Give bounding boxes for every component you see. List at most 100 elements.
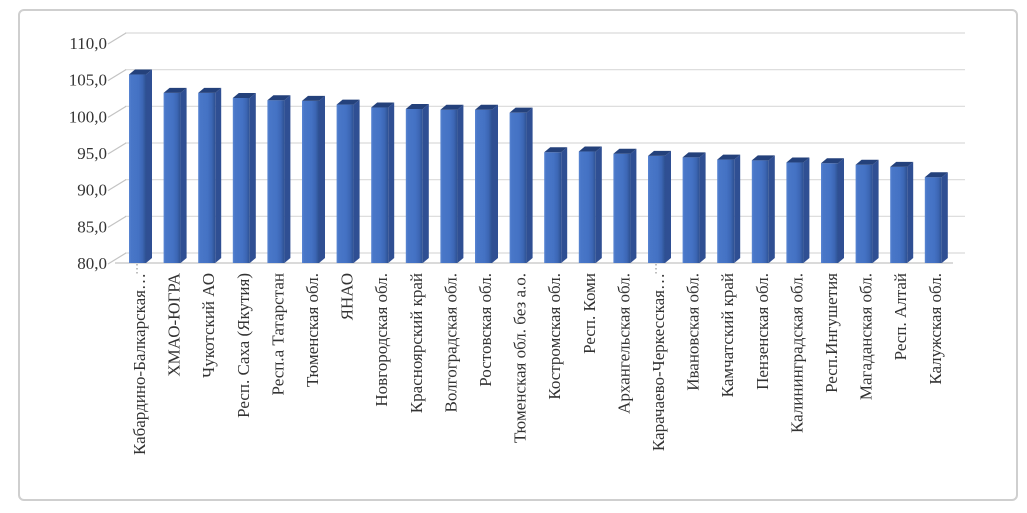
bar-side-face xyxy=(146,69,152,264)
bar-side-face xyxy=(492,104,498,263)
x-axis-category-label: Камчатский край xyxy=(718,273,737,397)
x-axis-category-label: Респ.а Татарстан xyxy=(268,273,287,395)
y-axis-tick-label: 100,0 xyxy=(69,107,107,126)
y-axis-tick-label: 80,0 xyxy=(77,254,107,273)
x-axis-category-label: Костромская обл. xyxy=(545,273,564,400)
y-axis-tick xyxy=(107,32,127,45)
bar-side-face xyxy=(353,99,360,263)
bar-front-face xyxy=(163,92,181,263)
x-axis-labels: Кабардино-Балкарская… ХМАО-ЮГРА Чукотский … xyxy=(130,272,945,455)
y-axis-tick xyxy=(107,105,127,118)
bar-front-face xyxy=(855,164,873,263)
x-axis-category-label: Ростовская обл. xyxy=(476,273,495,387)
x-axis-category-label: Кабардино-Балкарская… xyxy=(130,273,149,455)
bar-front-face xyxy=(786,162,804,263)
bar-front-face xyxy=(509,112,527,264)
bar-10 xyxy=(475,104,498,263)
bar-top-face xyxy=(371,102,395,108)
bar-side-face xyxy=(907,161,914,263)
bar-top-face xyxy=(648,150,671,156)
bar-front-face xyxy=(371,107,389,264)
x-axis-category-label: Тюменская обл. без а.о. xyxy=(511,273,530,443)
bar-front-face xyxy=(440,109,458,263)
x-axis-category-label: Красноярский край xyxy=(407,273,426,413)
bar-front-face xyxy=(475,109,492,263)
x-axis-category-label: Новгородская обл. xyxy=(372,273,391,407)
y-axis-tick-label: 95,0 xyxy=(77,144,107,163)
bar-top-face xyxy=(440,104,464,110)
bar-top-face xyxy=(717,154,741,160)
bar-top-face xyxy=(786,157,810,163)
bar-front-face xyxy=(267,100,285,263)
bar-top-face xyxy=(232,93,256,98)
x-axis-category-label: Магаданская обл. xyxy=(857,273,876,400)
x-axis-category-label: Архангельская обл. xyxy=(614,273,633,414)
bar-side-face xyxy=(249,93,256,263)
bar-side-face xyxy=(768,155,775,263)
bar-12 xyxy=(544,147,568,263)
bar-side-face xyxy=(630,148,637,263)
bar-7 xyxy=(371,102,395,264)
bar-15 xyxy=(648,150,671,276)
x-axis-category-label: Калужская обл. xyxy=(926,273,945,385)
bar-side-face xyxy=(665,150,671,263)
y-axis-tick xyxy=(107,179,127,192)
bar-side-face xyxy=(699,152,706,263)
bar-side-face xyxy=(872,159,879,263)
bar-0 xyxy=(129,69,152,276)
y-axis-tick-label: 85,0 xyxy=(77,217,107,236)
bar-5 xyxy=(302,95,325,263)
x-axis-category-label: Тюменская обл. xyxy=(303,273,322,387)
bar-front-face xyxy=(890,166,908,263)
bar-top-face xyxy=(302,95,325,101)
bar-top-face xyxy=(751,155,775,161)
bar-14 xyxy=(613,148,637,263)
bar-16 xyxy=(682,152,706,263)
bar-side-face xyxy=(803,157,810,263)
y-axis-tick xyxy=(107,252,127,265)
bar-front-face xyxy=(578,151,596,263)
x-axis-category-label: Карачаево-Черкесская… xyxy=(649,273,668,451)
x-axis-category-label: Респ. Коми xyxy=(580,273,599,354)
bar-top-face xyxy=(682,152,706,158)
bar-side-face xyxy=(526,107,533,264)
y-axis-tick xyxy=(107,69,127,82)
bar-top-face xyxy=(336,99,360,105)
x-axis-category-label: ЯНАО xyxy=(338,273,357,320)
y-axis-tick-label: 105,0 xyxy=(69,71,107,90)
x-axis-category-label: Респ. Алтай xyxy=(891,273,910,360)
bar-6 xyxy=(336,99,360,263)
bar-side-face xyxy=(734,154,741,263)
bar-22 xyxy=(890,161,914,263)
bar-23 xyxy=(924,172,948,263)
bar-side-face xyxy=(941,172,948,263)
bar-front-face xyxy=(302,100,319,263)
bar-front-face xyxy=(544,152,562,263)
bar-19 xyxy=(786,157,810,263)
bar-top-face xyxy=(924,172,948,178)
x-axis-category-label: ХМАО-ЮГРА xyxy=(165,272,184,376)
bar-top-face xyxy=(475,104,498,110)
bar-side-face xyxy=(388,102,395,264)
x-axis-category-label: Чукотский АО xyxy=(199,273,218,378)
bar-top-face xyxy=(821,158,844,164)
bar-front-face xyxy=(232,98,250,263)
y-axis-tick-label: 110,0 xyxy=(69,34,107,53)
bar-side-face xyxy=(595,146,602,263)
bar-side-face xyxy=(838,158,844,263)
bar-18 xyxy=(751,155,775,263)
bar-top-face xyxy=(578,146,602,152)
bar-side-face xyxy=(319,95,325,263)
bar-front-face xyxy=(129,74,146,264)
bar-4 xyxy=(267,95,291,263)
bar-21 xyxy=(855,159,879,263)
bar-8 xyxy=(405,104,429,263)
bar-13 xyxy=(578,146,602,263)
bar-top-face xyxy=(509,107,533,113)
bar-front-face xyxy=(198,92,216,263)
x-axis-category-label: Респ. Саха (Якутия) xyxy=(234,273,253,418)
bar-20 xyxy=(821,158,844,263)
x-axis-category-label: Респ.Ингушетия xyxy=(822,273,841,393)
bar-top-face xyxy=(855,159,879,165)
